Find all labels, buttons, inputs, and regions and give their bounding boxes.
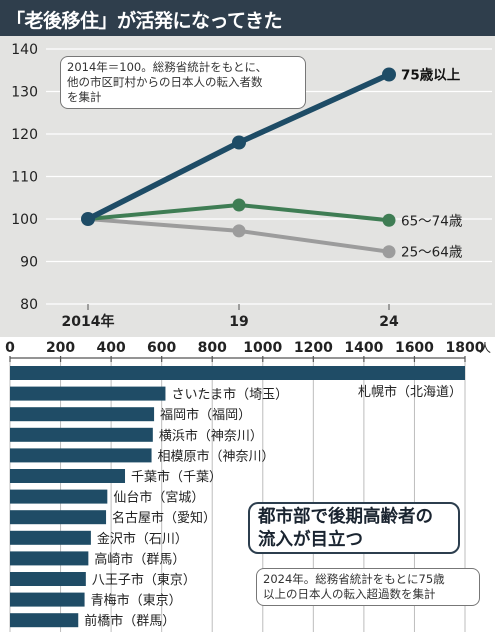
bar: [10, 489, 108, 504]
bar-x-tick-label: 200: [46, 340, 75, 356]
data-point: [232, 224, 246, 238]
bar-category-label: 横浜市（神奈川）: [159, 428, 263, 444]
series-label: 65〜74歳: [401, 213, 463, 229]
bar-x-tick-label: 1000: [243, 340, 282, 356]
bar-category-label: 高崎市（群馬）: [94, 551, 185, 567]
bar: [10, 386, 166, 401]
y-tick-label: 80: [20, 297, 38, 313]
data-point: [232, 135, 246, 150]
callout-line-2: 流入が目立つ: [258, 530, 363, 550]
bar-x-tick-label: 0: [5, 340, 15, 356]
bar-chart-note: 2024年。総務省統計をもとに75歳 以上の日本人の転入超過数を集計: [256, 568, 480, 606]
bar: [10, 366, 465, 380]
bar-category-label: 名古屋市（愛知）: [112, 510, 216, 526]
series-label: 75歳以上: [401, 67, 461, 84]
bar-x-unit-label: 人: [479, 341, 491, 355]
bar-category-label: 千葉市（千葉）: [131, 469, 222, 485]
series-label: 25〜64歳: [401, 245, 463, 261]
bar-note-line-2: 以上の日本人の転入超過数を集計: [263, 587, 436, 601]
bar: [10, 572, 86, 586]
line-note-line-1: 2014年＝100。総務省統計をもとに、: [67, 60, 268, 74]
bar-x-tick-label: 1400: [344, 340, 383, 356]
y-tick-label: 90: [20, 255, 38, 271]
line-note-line-2: 他の市区町村からの日本人の転入者数: [67, 75, 263, 89]
callout-box: 都市部で後期高齢者の 流入が目立つ: [248, 502, 460, 554]
bar-x-tick-label: 800: [198, 340, 227, 356]
bar-category-label: 前橋市（群馬）: [84, 613, 175, 629]
bar-x-tick-label: 1800: [446, 340, 485, 356]
bar-x-tick-label: 1200: [294, 340, 333, 356]
bar: [10, 592, 85, 607]
data-point: [382, 67, 396, 82]
bar-x-tick-label: 1600: [395, 340, 434, 356]
data-point: [81, 212, 95, 226]
data-point: [382, 213, 396, 227]
line-note-line-3: を集計: [67, 90, 102, 104]
y-tick-label: 110: [11, 170, 38, 186]
bar-x-tick-label: 600: [147, 340, 176, 356]
x-tick-label: 24: [379, 314, 399, 330]
callout-line-1: 都市部で後期高齢者の: [258, 507, 433, 527]
bar-category-label: 福岡市（福岡）: [160, 407, 251, 423]
y-tick-label: 130: [11, 85, 38, 101]
line-chart-note: 2014年＝100。総務省統計をもとに、 他の市区町村からの日本人の転入者数 を…: [60, 56, 306, 109]
title-bar: 「老後移住」が活発になってきた: [0, 0, 495, 36]
bar: [10, 613, 79, 628]
bar-category-label: さいたま市（埼玉）: [171, 387, 288, 403]
x-tick-label: 19: [229, 314, 248, 330]
bar-category-label: 仙台市（宮城）: [113, 490, 204, 506]
bar-category-label: 金沢市（石川）: [97, 531, 188, 547]
bar-category-label: 相模原市（神奈川）: [158, 448, 275, 464]
bar: [10, 530, 91, 545]
y-tick-label: 140: [11, 42, 38, 58]
y-tick-label: 120: [11, 127, 38, 143]
bar-category-label: 青梅市（東京）: [91, 593, 182, 609]
bar-note-line-1: 2024年。総務省統計をもとに75歳: [263, 572, 445, 586]
bar: [10, 427, 153, 442]
bar: [10, 407, 155, 422]
x-tick-label: 2014年: [62, 313, 115, 330]
bar-x-tick-label: 400: [96, 340, 125, 356]
bar: [10, 551, 89, 566]
data-point: [232, 198, 246, 212]
bar: [10, 469, 126, 483]
bar-category-label: 札幌市（北海道）: [358, 384, 462, 400]
data-point: [382, 245, 396, 259]
bar-category-label: 八王子市（東京）: [92, 572, 196, 588]
bar: [10, 448, 152, 463]
bar: [10, 510, 107, 525]
chart-title: 「老後移住」が活発になってきた: [6, 10, 282, 32]
y-tick-label: 100: [11, 212, 38, 228]
